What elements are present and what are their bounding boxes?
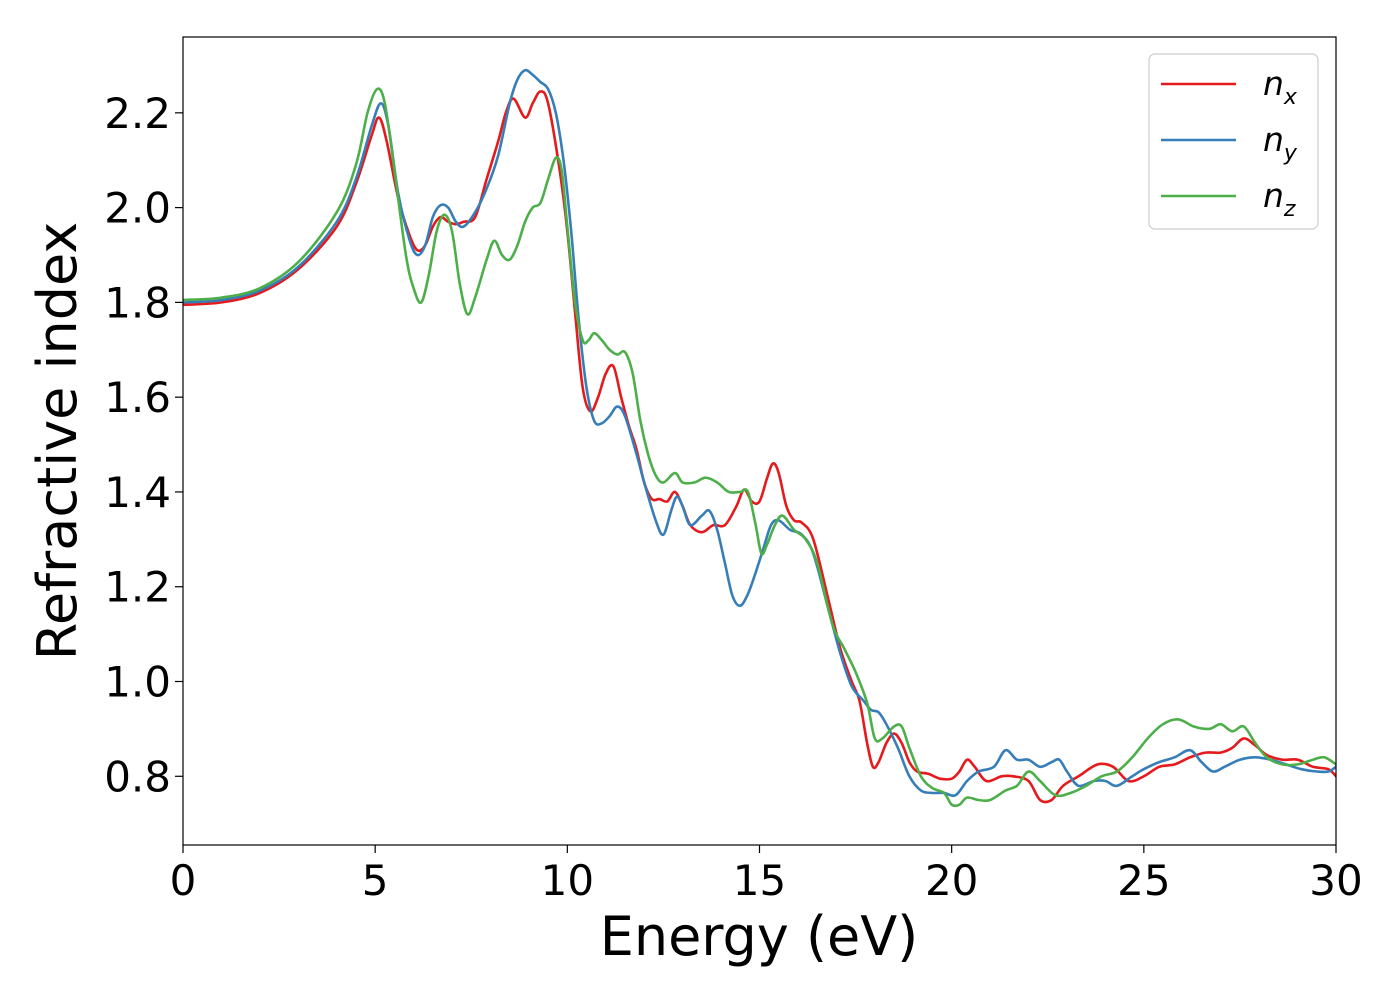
x-tick-label: 25 <box>1117 856 1170 905</box>
y-tick-label: 2.2 <box>104 89 171 138</box>
legend-label-n-y: ny <box>1263 120 1298 166</box>
y-tick-label: 0.8 <box>104 752 171 801</box>
legend: nx ny nz <box>1148 53 1319 230</box>
y-tick-label: 1.4 <box>104 468 171 517</box>
x-tick-label: 5 <box>362 856 389 905</box>
y-axis: 0.8 1.0 1.2 1.4 1.6 1.8 2.0 2.2 <box>104 89 183 801</box>
y-tick-label: 1.2 <box>104 563 171 612</box>
x-tick-label: 15 <box>733 856 786 905</box>
series-line-n-y <box>183 68 1336 798</box>
x-tick-label: 10 <box>541 856 594 905</box>
series-layer <box>183 68 1336 808</box>
y-axis-title: Refractive index <box>26 222 89 661</box>
y-tick-label: 1.0 <box>104 658 171 707</box>
y-tick-label: 2.0 <box>104 184 171 233</box>
legend-label-n-z: nz <box>1263 176 1296 222</box>
x-tick-label: 20 <box>925 856 978 905</box>
x-axis-title: Energy (eV) <box>600 905 919 968</box>
series-line-n-x <box>183 90 1336 804</box>
x-tick-label: 0 <box>170 856 197 905</box>
x-tick-label: 30 <box>1309 856 1362 905</box>
legend-box <box>1148 53 1319 230</box>
x-axis: 0 5 10 15 20 25 30 <box>170 845 1363 905</box>
y-tick-label: 1.8 <box>104 278 171 327</box>
y-tick-label: 1.6 <box>104 373 171 422</box>
series-line-n-z <box>183 87 1336 808</box>
legend-label-n-x: nx <box>1263 64 1298 110</box>
